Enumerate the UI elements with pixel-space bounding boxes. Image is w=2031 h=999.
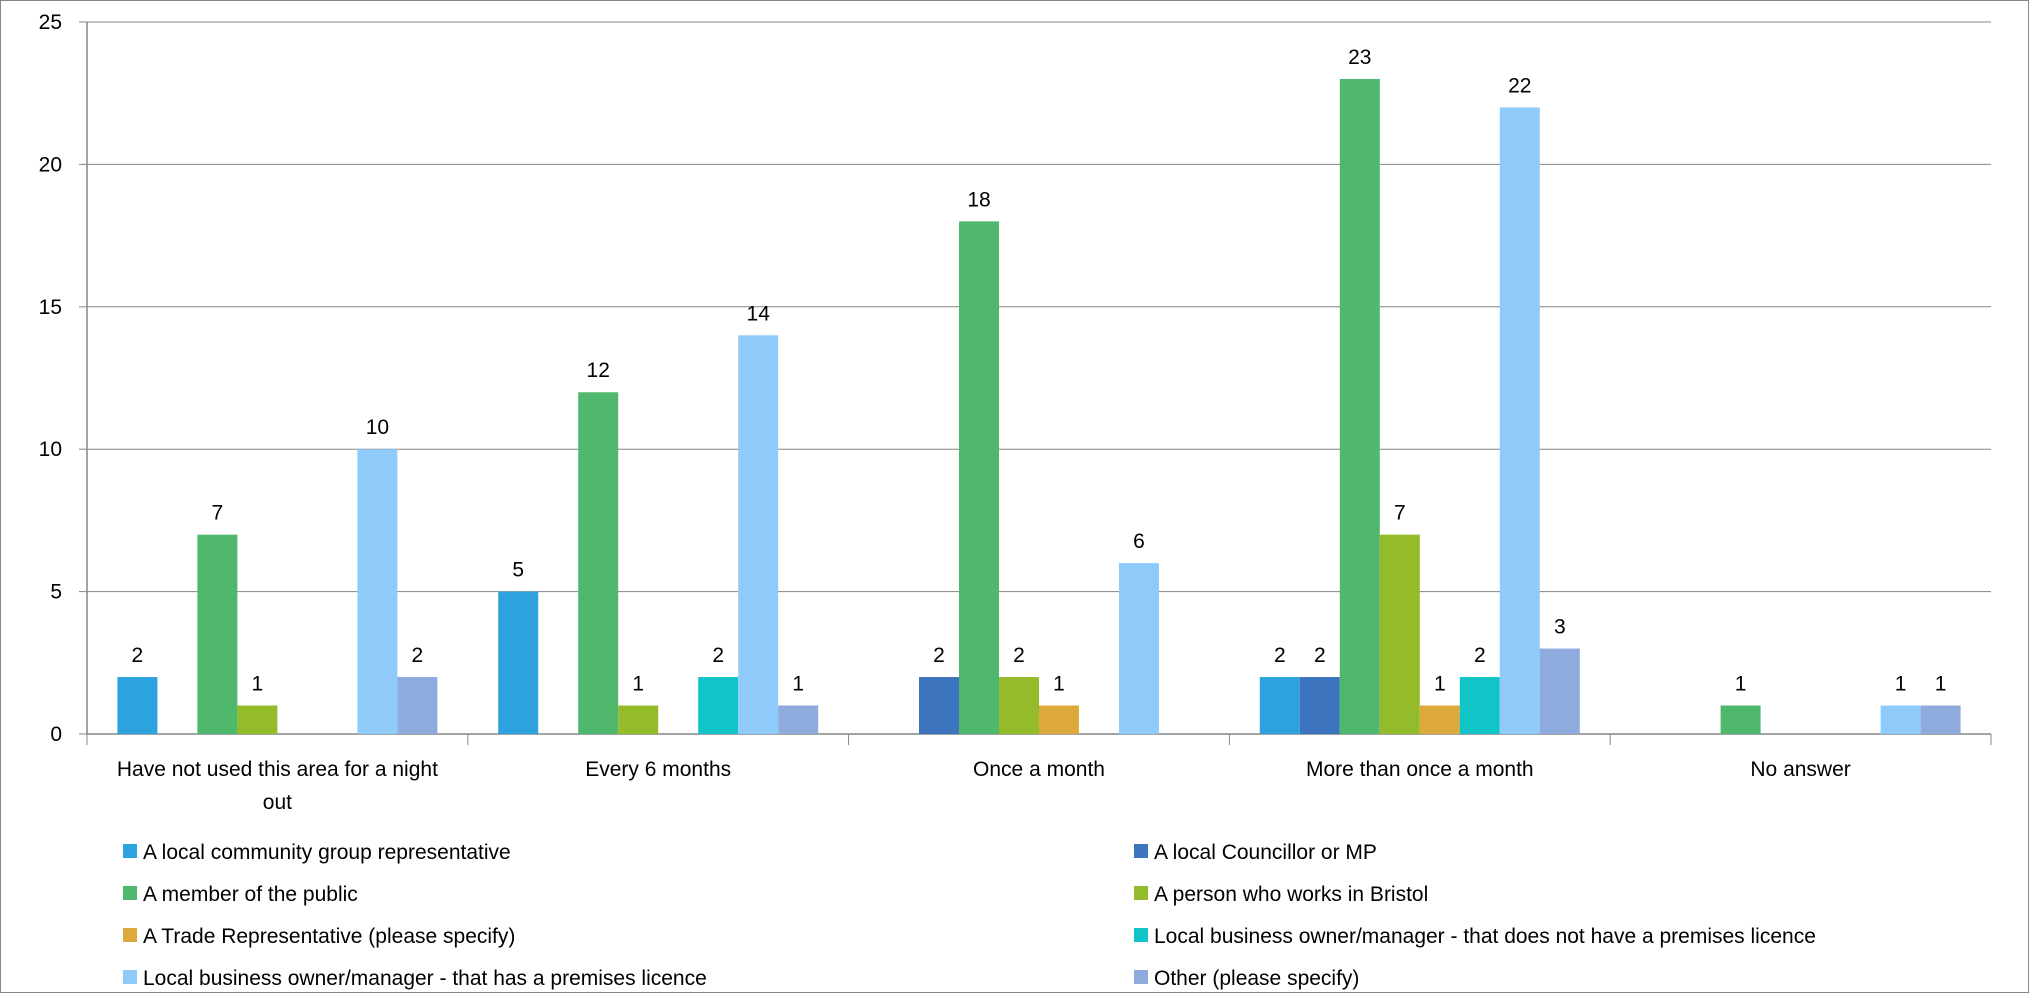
bar <box>1720 705 1761 734</box>
data-label: 5 <box>512 559 524 582</box>
data-label: 1 <box>632 673 644 696</box>
x-category-label: No answer <box>1750 758 1850 781</box>
bar <box>778 705 819 734</box>
bar <box>919 677 959 734</box>
bars <box>117 78 1961 735</box>
data-label: 2 <box>1274 644 1286 667</box>
gridlines <box>87 21 1991 593</box>
data-label: 2 <box>1474 644 1486 667</box>
bar <box>498 591 539 734</box>
bar <box>1499 107 1540 734</box>
bar <box>1039 705 1079 734</box>
y-tick-label: 0 <box>50 723 62 746</box>
bar <box>237 705 278 734</box>
bar <box>1539 648 1580 734</box>
legend-label: A local Councillor or MP <box>1154 841 1377 864</box>
data-label: 1 <box>1735 673 1747 696</box>
legend-label: A person who works in Bristol <box>1154 883 1428 906</box>
legend-label: Other (please specify) <box>1154 967 1359 990</box>
bar <box>959 221 999 735</box>
legend-swatch <box>1134 928 1148 942</box>
bar <box>1259 677 1300 734</box>
bar <box>1419 705 1460 734</box>
data-label: 2 <box>412 644 424 667</box>
data-label: 7 <box>1394 502 1406 525</box>
bar <box>1299 677 1340 734</box>
bar <box>618 705 659 734</box>
y-tick-label: 10 <box>39 438 62 461</box>
data-label: 2 <box>132 644 144 667</box>
legend-swatch <box>1134 886 1148 900</box>
bar <box>117 677 158 734</box>
bar <box>197 534 238 734</box>
bar <box>738 335 779 734</box>
y-tick-label: 20 <box>39 153 62 176</box>
y-tick-label: 15 <box>39 296 62 319</box>
bar <box>1119 563 1159 734</box>
legend-label: A local community group representative <box>143 841 511 864</box>
data-label: 12 <box>587 359 610 382</box>
data-label: 6 <box>1133 530 1145 553</box>
legend-swatch <box>1134 970 1148 984</box>
bar <box>1920 705 1961 734</box>
x-category-label: Once a month <box>973 758 1105 781</box>
legend-label: Local business owner/manager - that has … <box>143 967 707 990</box>
legend-swatch <box>1134 844 1148 858</box>
data-label: 1 <box>792 673 804 696</box>
data-label: 23 <box>1348 46 1371 69</box>
bar <box>357 449 398 734</box>
x-category-label: out <box>263 791 292 814</box>
data-label: 1 <box>1895 673 1907 696</box>
bar <box>578 392 619 734</box>
data-label: 14 <box>747 302 771 325</box>
data-label: 1 <box>1053 673 1065 696</box>
legend-label: Local business owner/manager - that does… <box>1154 925 1816 948</box>
data-label: 2 <box>933 644 945 667</box>
legend-swatch <box>123 928 137 942</box>
data-label: 22 <box>1508 74 1531 97</box>
bar <box>1379 534 1420 734</box>
legend-label: A Trade Representative (please specify) <box>143 925 515 948</box>
data-label: 1 <box>252 673 264 696</box>
data-label: 1 <box>1935 673 1947 696</box>
bar <box>1880 705 1921 734</box>
bar <box>397 677 438 734</box>
data-label: 7 <box>212 502 224 525</box>
data-label: 10 <box>366 416 389 439</box>
x-category-label: Every 6 months <box>585 758 731 781</box>
x-category-label: Have not used this area for a night <box>117 758 438 781</box>
legend-swatch <box>123 970 137 984</box>
data-label: 2 <box>712 644 724 667</box>
bar <box>999 677 1039 734</box>
y-tick-label: 25 <box>39 11 62 34</box>
bar <box>1459 677 1500 734</box>
y-tick-label: 5 <box>50 581 62 604</box>
x-category-label: More than once a month <box>1306 758 1534 781</box>
data-label: 1 <box>1434 673 1446 696</box>
bar <box>698 677 739 734</box>
data-label: 2 <box>1013 644 1025 667</box>
data-label: 18 <box>967 188 990 211</box>
legend-swatch <box>123 844 137 858</box>
bar <box>1339 78 1380 734</box>
legend-label: A member of the public <box>143 883 358 906</box>
legend-swatch <box>123 886 137 900</box>
legend: A local community group representative A … <box>123 841 1816 990</box>
data-label: 3 <box>1554 616 1566 639</box>
data-label: 2 <box>1314 644 1326 667</box>
